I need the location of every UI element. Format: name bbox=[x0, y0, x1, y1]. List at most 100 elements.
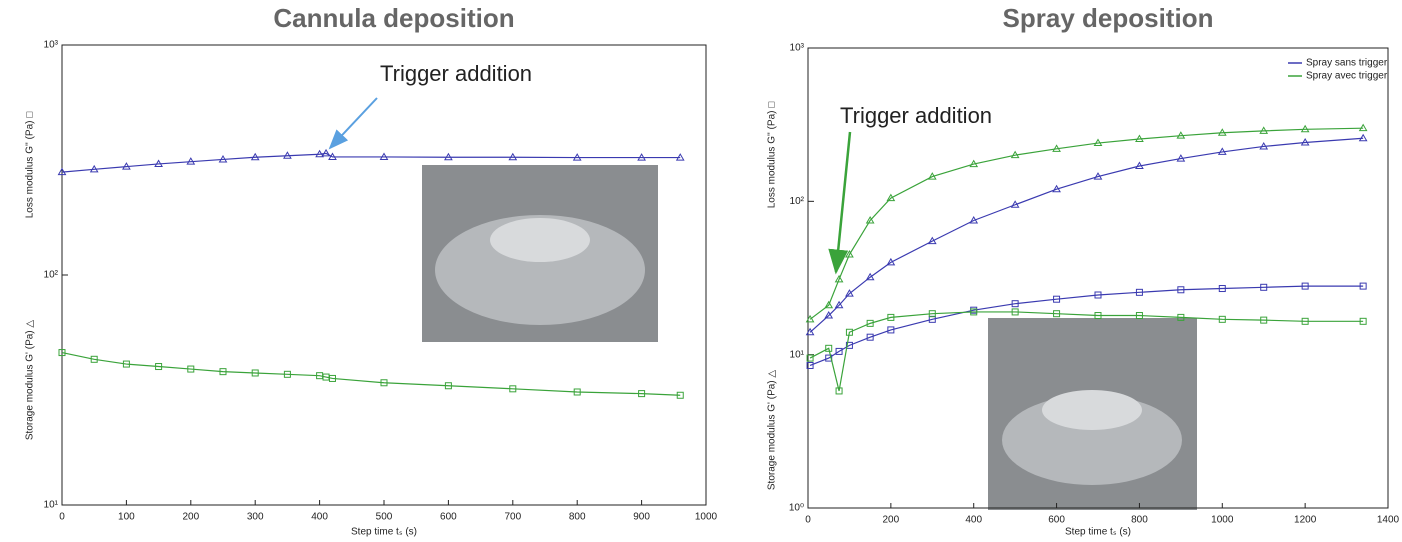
triangle-marker bbox=[1259, 141, 1269, 150]
y-tick-label: 10² bbox=[44, 270, 59, 281]
square-marker bbox=[380, 379, 388, 387]
square-marker bbox=[866, 333, 874, 341]
square-marker bbox=[1094, 312, 1102, 320]
x-tick-label: 500 bbox=[376, 512, 393, 523]
square-marker bbox=[1301, 317, 1309, 325]
y-tick-label: 10¹ bbox=[790, 349, 805, 360]
x-tick-label: 900 bbox=[633, 512, 650, 523]
triangle-marker bbox=[1135, 161, 1144, 169]
square-marker bbox=[1053, 295, 1061, 303]
triangle-marker bbox=[886, 257, 896, 266]
x-tick-label: 200 bbox=[182, 512, 199, 523]
square-marker bbox=[835, 347, 843, 355]
y-tick-label: 10³ bbox=[790, 43, 805, 54]
square-marker bbox=[866, 319, 874, 327]
y-axis-label: Loss modulus G'' (Pa) □ bbox=[767, 102, 778, 209]
triangle-marker bbox=[1093, 138, 1103, 147]
triangle-marker bbox=[824, 300, 834, 309]
triangle-marker bbox=[1052, 144, 1061, 152]
x-tick-label: 300 bbox=[247, 512, 264, 523]
triangle-marker bbox=[572, 153, 582, 161]
triangle-marker bbox=[1358, 133, 1368, 142]
square-marker bbox=[1218, 315, 1226, 323]
square-marker bbox=[1177, 313, 1185, 321]
x-tick-label: 600 bbox=[1048, 515, 1065, 526]
square-marker bbox=[676, 391, 684, 399]
x-tick-label: 1000 bbox=[1211, 515, 1234, 526]
series-line bbox=[809, 127, 1364, 320]
series-line bbox=[61, 351, 681, 396]
triangle-marker bbox=[805, 314, 815, 323]
triangle-marker bbox=[1052, 184, 1061, 193]
triangle-marker bbox=[845, 289, 854, 297]
annotation-arrow bbox=[328, 97, 378, 150]
triangle-marker bbox=[969, 215, 979, 224]
y-axis-label: Loss modulus G'' (Pa) □ bbox=[25, 112, 36, 219]
triangle-marker bbox=[379, 152, 389, 160]
square-marker bbox=[509, 385, 517, 393]
x-tick-label: 800 bbox=[1131, 515, 1148, 526]
square-marker bbox=[825, 344, 833, 352]
photo-detail bbox=[490, 218, 590, 262]
triangle-marker bbox=[1010, 200, 1020, 208]
y-tick-label: 10¹ bbox=[44, 500, 59, 511]
square-marker bbox=[1301, 282, 1309, 290]
triangle-marker bbox=[328, 152, 337, 160]
triangle-marker bbox=[865, 272, 875, 281]
triangle-marker bbox=[845, 250, 854, 258]
photo-detail bbox=[1042, 390, 1142, 430]
triangle-marker bbox=[927, 172, 937, 180]
triangle-marker bbox=[637, 153, 646, 161]
square-marker bbox=[1260, 316, 1268, 324]
square-marker bbox=[845, 341, 853, 349]
triangle-marker bbox=[1217, 128, 1227, 136]
triangle-marker bbox=[865, 215, 875, 224]
triangle-marker bbox=[1300, 137, 1310, 146]
annotation: Trigger addition bbox=[840, 103, 992, 128]
x-tick-label: 800 bbox=[569, 512, 586, 523]
triangle-marker bbox=[444, 152, 453, 161]
square-marker bbox=[58, 349, 66, 357]
triangle-marker bbox=[122, 162, 131, 170]
square-marker bbox=[1260, 283, 1268, 291]
x-tick-label: 1400 bbox=[1377, 515, 1400, 526]
square-marker bbox=[1135, 288, 1143, 296]
triangle-marker bbox=[57, 167, 67, 176]
square-marker bbox=[1359, 317, 1367, 325]
y-axis-label: Storage modulus G' (Pa) △ bbox=[767, 370, 778, 491]
y-axis-label: Storage modulus G' (Pa) △ bbox=[25, 320, 36, 441]
y-tick-label: 10³ bbox=[44, 40, 59, 51]
legend-label: Spray sans trigger bbox=[1306, 58, 1388, 69]
square-marker bbox=[887, 326, 895, 334]
square-marker bbox=[1218, 285, 1226, 293]
triangle-marker bbox=[1176, 131, 1186, 139]
square-marker bbox=[251, 369, 259, 377]
square-marker bbox=[835, 387, 843, 395]
triangle-marker bbox=[834, 274, 844, 283]
square-marker bbox=[1011, 300, 1019, 308]
square-marker bbox=[444, 382, 452, 390]
triangle-marker bbox=[218, 154, 228, 163]
triangle-marker bbox=[927, 236, 937, 245]
square-marker bbox=[887, 313, 895, 321]
triangle-marker bbox=[1358, 123, 1368, 132]
x-axis-label: Step time tₛ (s) bbox=[351, 527, 417, 538]
square-marker bbox=[638, 390, 646, 398]
x-tick-label: 0 bbox=[59, 512, 65, 523]
x-tick-label: 1200 bbox=[1294, 515, 1317, 526]
x-tick-label: 1000 bbox=[695, 512, 718, 523]
triangle-marker bbox=[675, 153, 685, 161]
square-marker bbox=[328, 374, 336, 382]
triangle-marker bbox=[186, 157, 196, 165]
triangle-marker bbox=[315, 149, 324, 158]
plot-frame bbox=[807, 47, 1389, 509]
triangle-marker bbox=[824, 311, 834, 319]
annotation-arrow bbox=[828, 131, 852, 275]
triangle-marker bbox=[834, 300, 844, 309]
square-marker bbox=[845, 328, 853, 336]
square-marker bbox=[573, 388, 581, 396]
x-tick-label: 700 bbox=[504, 512, 521, 523]
x-tick-label: 100 bbox=[118, 512, 135, 523]
y-tick-label: 10² bbox=[790, 196, 805, 207]
